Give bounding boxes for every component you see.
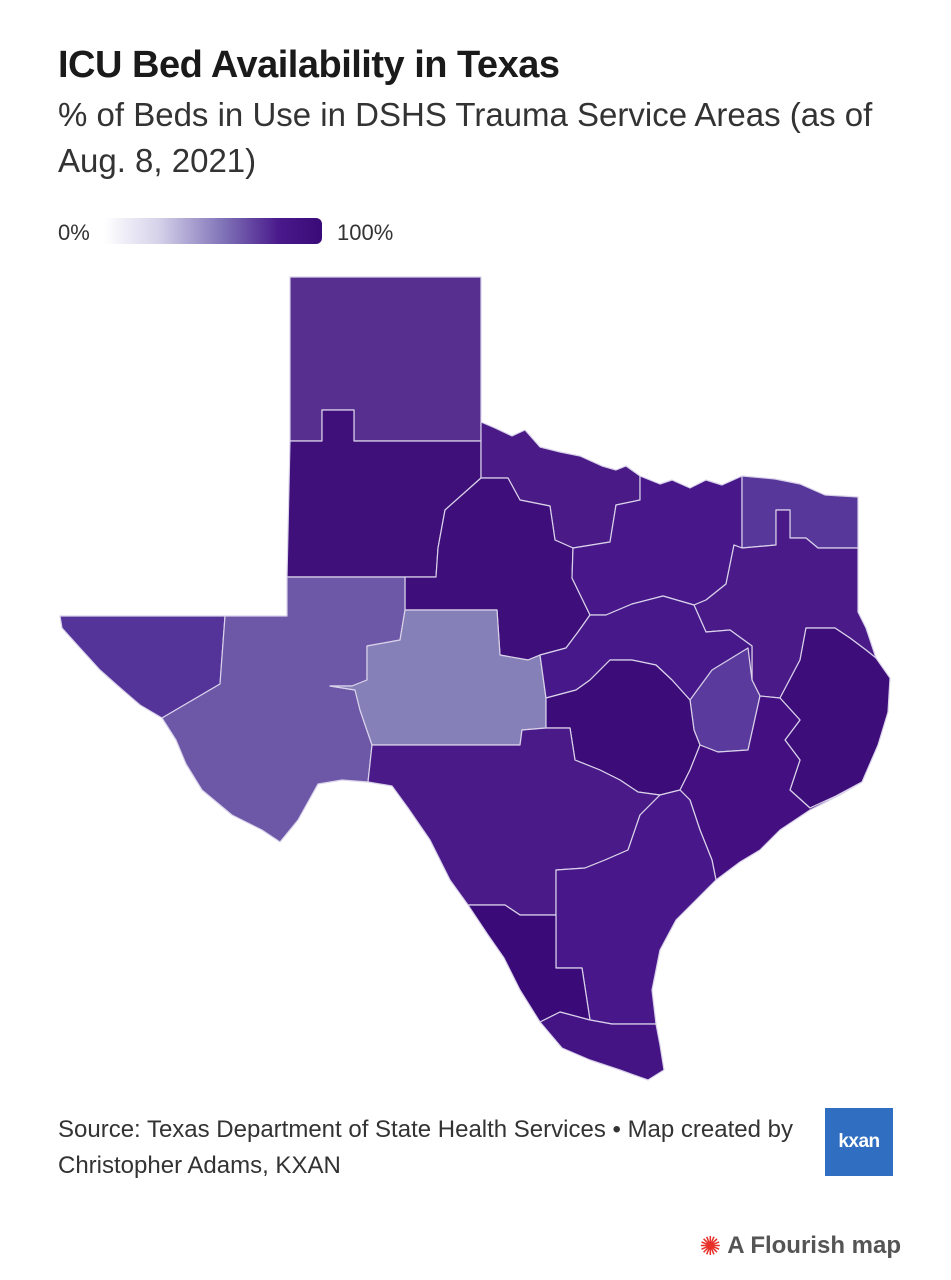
flourish-attribution-link[interactable]: ✺ A Flourish map bbox=[699, 1232, 901, 1260]
source-note: Source: Texas Department of State Health… bbox=[58, 1116, 793, 1179]
region-rio-grande-valley[interactable] bbox=[539, 1011, 665, 1081]
flourish-burst-icon: ✺ bbox=[699, 1231, 722, 1261]
flourish-attribution-text: A Flourish map bbox=[727, 1232, 901, 1259]
kxan-logo[interactable]: kxan bbox=[825, 1108, 893, 1176]
legend-min-label: 0% bbox=[58, 220, 90, 245]
legend-max-label: 100% bbox=[337, 220, 394, 245]
texas-map bbox=[59, 276, 891, 1081]
region-panhandle-north[interactable] bbox=[289, 276, 482, 442]
region-northeast[interactable] bbox=[741, 475, 859, 549]
legend-gradient-bar bbox=[104, 218, 322, 244]
page-subtitle: % of Beds in Use in DSHS Trauma Service … bbox=[58, 96, 873, 179]
page-title: ICU Bed Availability in Texas bbox=[58, 44, 560, 86]
